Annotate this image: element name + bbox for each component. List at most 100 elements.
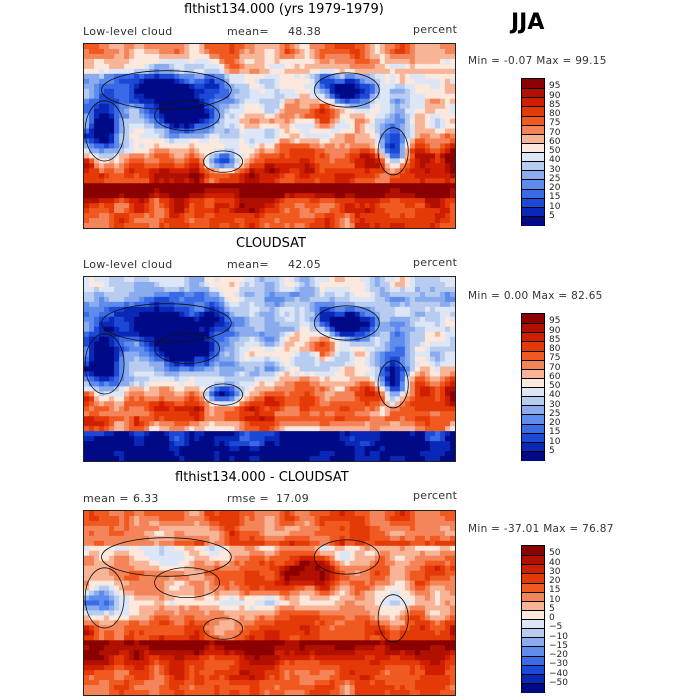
heatmap-cell xyxy=(384,88,391,95)
heatmap-cell xyxy=(249,123,256,130)
heatmap-cell xyxy=(189,103,195,110)
heatmap-cell xyxy=(369,306,376,313)
heatmap-cell xyxy=(144,138,150,145)
heatmap-cell xyxy=(354,296,361,303)
heatmap-cell xyxy=(234,401,241,407)
heatmap-cell xyxy=(254,396,261,402)
heatmap-cell xyxy=(159,163,165,169)
heatmap-cell xyxy=(354,108,361,115)
heatmap-cell xyxy=(144,153,150,159)
heatmap-cell xyxy=(194,326,200,333)
heatmap-cell xyxy=(324,113,331,120)
heatmap-cell xyxy=(399,63,406,70)
heatmap-cell xyxy=(399,331,406,338)
heatmap-cell xyxy=(449,63,455,70)
heatmap-cell xyxy=(249,311,256,318)
heatmap-cell xyxy=(309,386,316,392)
heatmap-cell xyxy=(274,208,281,214)
heatmap-cell xyxy=(404,316,411,323)
heatmap-cell xyxy=(234,331,241,338)
heatmap-cell xyxy=(199,173,205,179)
heatmap-cell xyxy=(249,103,256,110)
heatmap-cell xyxy=(324,153,331,159)
heatmap-cell xyxy=(419,376,426,383)
heatmap-cell xyxy=(209,316,215,323)
heatmap-cell xyxy=(169,218,175,224)
heatmap-cell xyxy=(174,286,180,293)
heatmap-cell xyxy=(84,421,90,427)
heatmap-cell xyxy=(429,316,436,323)
heatmap-cell xyxy=(154,371,160,378)
heatmap-cell xyxy=(359,98,366,105)
heatmap-cell xyxy=(274,143,281,150)
heatmap-cell xyxy=(264,88,271,95)
heatmap-cell xyxy=(159,68,165,75)
heatmap-cell xyxy=(394,391,401,397)
heatmap-cell xyxy=(379,153,386,159)
heatmap-cell xyxy=(239,78,246,85)
heatmap-cell xyxy=(269,381,276,387)
heatmap-cell xyxy=(394,311,401,318)
heatmap-cell xyxy=(239,396,246,402)
heatmap-cell xyxy=(144,351,150,358)
heatmap-cell xyxy=(349,296,356,303)
heatmap-cell xyxy=(214,321,220,328)
heatmap-cell xyxy=(129,346,135,353)
heatmap-cell xyxy=(384,326,391,333)
heatmap-cell xyxy=(329,356,336,363)
heatmap-cell xyxy=(284,53,291,60)
heatmap-cell xyxy=(179,277,185,283)
heatmap-cell xyxy=(164,376,170,383)
heatmap-cell xyxy=(99,208,105,214)
heatmap-cell xyxy=(229,361,235,368)
heatmap-cell xyxy=(99,291,105,298)
heatmap-cell xyxy=(249,351,256,358)
heatmap-cell xyxy=(219,316,225,323)
heatmap-cell xyxy=(374,326,381,333)
heatmap-cell xyxy=(394,346,401,353)
heatmap-cell xyxy=(94,148,100,154)
heatmap-cell xyxy=(289,73,296,80)
heatmap-cell xyxy=(299,296,306,303)
heatmap-cell xyxy=(299,208,306,214)
heatmap-cell xyxy=(139,108,145,115)
heatmap-cell xyxy=(139,223,145,228)
heatmap-cell xyxy=(174,93,180,100)
heatmap-cell xyxy=(229,88,235,95)
heatmap-cell xyxy=(419,108,426,115)
heatmap-cell xyxy=(124,58,130,65)
heatmap-cell xyxy=(249,386,256,392)
heatmap-cell xyxy=(389,44,396,50)
heatmap-cell xyxy=(424,133,431,140)
heatmap-cell xyxy=(314,188,321,194)
heatmap-cell xyxy=(304,421,311,427)
heatmap-cell xyxy=(209,143,215,150)
heatmap-cell xyxy=(139,198,145,204)
heatmap-cell xyxy=(244,331,251,338)
heatmap-cell xyxy=(84,88,90,95)
heatmap-cell xyxy=(344,346,351,353)
heatmap-cell xyxy=(239,311,246,318)
heatmap-cell xyxy=(294,381,301,387)
heatmap-cell xyxy=(109,158,115,164)
heatmap-cell xyxy=(279,326,286,333)
heatmap-cell xyxy=(339,331,346,338)
heatmap-cell xyxy=(109,98,115,105)
heatmap-cell xyxy=(349,346,356,353)
heatmap-cell xyxy=(384,193,391,199)
heatmap-cell xyxy=(429,118,436,125)
heatmap-cell xyxy=(119,401,125,407)
heatmap-cell xyxy=(294,396,301,402)
heatmap-cell xyxy=(194,341,200,348)
heatmap-cell xyxy=(219,411,225,417)
heatmap-cell xyxy=(329,63,336,70)
heatmap-cell xyxy=(234,103,241,110)
heatmap-cell xyxy=(184,296,190,303)
heatmap-cell xyxy=(324,356,331,363)
heatmap-cell xyxy=(439,376,446,383)
heatmap-cell xyxy=(184,356,190,363)
heatmap-cell xyxy=(104,356,110,363)
heatmap-cell xyxy=(104,406,110,412)
heatmap-cell xyxy=(164,88,170,95)
heatmap-cell xyxy=(219,336,225,343)
